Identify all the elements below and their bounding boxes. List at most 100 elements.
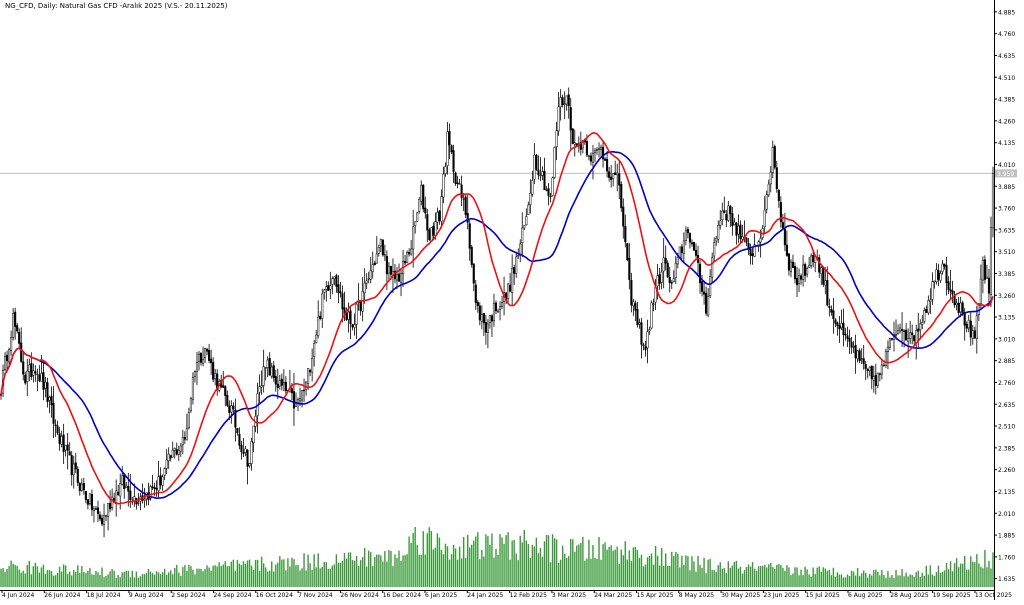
candle bbox=[74, 452, 77, 474]
volume-bar bbox=[12, 563, 14, 587]
candle bbox=[197, 351, 201, 371]
candle-body bbox=[640, 322, 643, 345]
candle bbox=[266, 356, 269, 378]
candle bbox=[771, 140, 774, 179]
volume-bar bbox=[802, 575, 804, 587]
candle bbox=[98, 511, 102, 522]
candle bbox=[351, 323, 354, 331]
candle bbox=[632, 298, 635, 316]
candle-body bbox=[591, 152, 595, 163]
candle-body bbox=[739, 224, 742, 239]
candle bbox=[589, 152, 592, 166]
price-tick-label: 1.885 bbox=[998, 533, 1015, 540]
candle-body bbox=[80, 483, 83, 491]
volume-bar bbox=[992, 552, 994, 587]
volume-bar bbox=[428, 527, 431, 587]
candle-body bbox=[430, 227, 433, 242]
candle-body bbox=[325, 286, 328, 290]
volume-bar bbox=[406, 554, 408, 587]
volume-bar bbox=[392, 566, 394, 587]
volume-bar bbox=[561, 545, 564, 587]
time-tick-label: 6 Aug 2025 bbox=[848, 592, 883, 599]
candle-body bbox=[102, 515, 106, 525]
volume-bar bbox=[125, 570, 127, 587]
candle-body bbox=[40, 373, 43, 382]
candle-body bbox=[70, 455, 73, 476]
candle-body bbox=[838, 325, 841, 330]
candle bbox=[458, 178, 461, 185]
volume-bar bbox=[248, 559, 251, 587]
candle bbox=[76, 466, 79, 487]
volume-bar bbox=[978, 563, 980, 587]
candle-body bbox=[793, 266, 797, 280]
volume-bar bbox=[664, 553, 667, 587]
candle bbox=[684, 226, 687, 246]
volume-bar bbox=[14, 565, 16, 587]
candle-body bbox=[462, 198, 465, 200]
volume-bar bbox=[64, 565, 67, 587]
candle bbox=[446, 122, 449, 175]
volume-bar bbox=[858, 576, 861, 587]
candle-body bbox=[529, 192, 532, 205]
candle-body bbox=[903, 330, 906, 332]
volume-bar bbox=[667, 565, 669, 587]
candle-body bbox=[515, 256, 518, 274]
candle-body bbox=[866, 369, 869, 372]
candle-body bbox=[614, 172, 617, 175]
candle bbox=[426, 209, 429, 243]
candle bbox=[179, 443, 182, 457]
candle bbox=[397, 263, 401, 282]
time-tick-label: 24 Jan 2025 bbox=[467, 592, 503, 599]
candle bbox=[725, 210, 728, 228]
candle bbox=[836, 321, 839, 336]
candle bbox=[894, 319, 898, 340]
candle-body bbox=[107, 503, 110, 517]
candle bbox=[753, 233, 756, 258]
volume-bar bbox=[430, 531, 433, 587]
candle bbox=[658, 267, 661, 290]
candle-body bbox=[199, 352, 203, 363]
volume-bar bbox=[862, 570, 865, 587]
volume-bar bbox=[701, 567, 703, 587]
candle-body bbox=[64, 445, 67, 451]
volume-bar bbox=[16, 566, 18, 587]
volume-bar bbox=[113, 570, 115, 587]
candle bbox=[262, 349, 265, 393]
candle-body bbox=[812, 255, 815, 263]
candle-body bbox=[870, 365, 873, 380]
candle-body bbox=[909, 332, 912, 339]
candle-body bbox=[595, 149, 599, 151]
candle-body bbox=[852, 346, 855, 348]
candle bbox=[34, 365, 37, 382]
candle-body bbox=[212, 362, 215, 380]
volume-bar bbox=[776, 564, 778, 587]
candle bbox=[240, 440, 243, 460]
volume-bar bbox=[810, 576, 812, 587]
candle-body bbox=[185, 428, 188, 441]
volume-bar bbox=[749, 566, 752, 587]
volume-bar bbox=[135, 571, 138, 587]
volume-bar bbox=[182, 567, 184, 587]
volume-bar bbox=[766, 567, 768, 587]
candle bbox=[765, 190, 768, 214]
candle bbox=[664, 245, 667, 271]
candle-body bbox=[567, 94, 570, 107]
volume-bar bbox=[869, 573, 871, 587]
candle bbox=[761, 225, 764, 240]
candle bbox=[272, 360, 275, 382]
candle bbox=[832, 298, 835, 334]
candle-body bbox=[606, 158, 609, 172]
candle-body bbox=[98, 514, 102, 520]
volume-bar bbox=[654, 545, 657, 587]
candle-body bbox=[632, 301, 635, 307]
candle bbox=[442, 166, 445, 204]
candle-body bbox=[648, 329, 651, 332]
candle bbox=[696, 245, 700, 276]
candle-body bbox=[50, 396, 53, 406]
price-tick-label: 4.760 bbox=[998, 31, 1015, 38]
candle-body bbox=[422, 184, 425, 210]
candle-body bbox=[444, 166, 447, 174]
volume-bar bbox=[523, 529, 525, 587]
candle-body bbox=[975, 315, 978, 340]
candle-body bbox=[60, 436, 63, 445]
